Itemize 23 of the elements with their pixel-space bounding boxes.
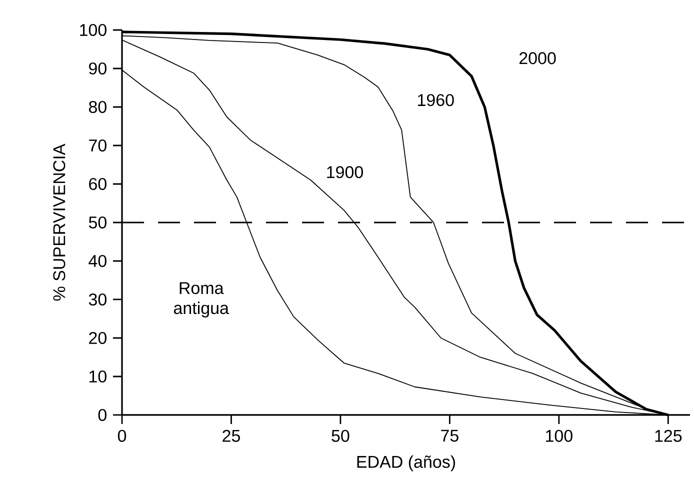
text: 2000 — [519, 52, 556, 64]
y-tick-label: 0 — [98, 408, 106, 422]
series-label: 1960 — [418, 94, 454, 106]
series-label: 1900 — [327, 166, 363, 178]
y-tick-label: 80 — [88, 100, 106, 114]
x-axis-title: EDAD (años) — [357, 455, 455, 472]
x-tick-label: 0 — [118, 430, 126, 442]
x-tick-label: 125 — [655, 430, 682, 442]
y-tick-label: 40 — [88, 254, 106, 268]
x-tick-label: 100 — [546, 430, 572, 442]
y-tick-label: 20 — [89, 332, 106, 344]
y-tick-label: 70 — [89, 139, 106, 152]
y-axis-title: % SUPERVIVENCIA — [53, 144, 66, 301]
y-tick-label: 60 — [89, 178, 106, 190]
y-tick-label: 100 — [80, 24, 106, 36]
y-tick-label: 50 — [88, 216, 106, 229]
x-tick-label: 75 — [441, 430, 458, 442]
y-tick-label: 10 — [90, 370, 106, 383]
y-tick-label: 30 — [88, 293, 106, 306]
x-tick-label: 50 — [332, 430, 350, 442]
x-tick-label: 25 — [222, 430, 240, 442]
text: Roma antigua — [174, 282, 229, 318]
y-tick-label: 90 — [89, 62, 106, 75]
